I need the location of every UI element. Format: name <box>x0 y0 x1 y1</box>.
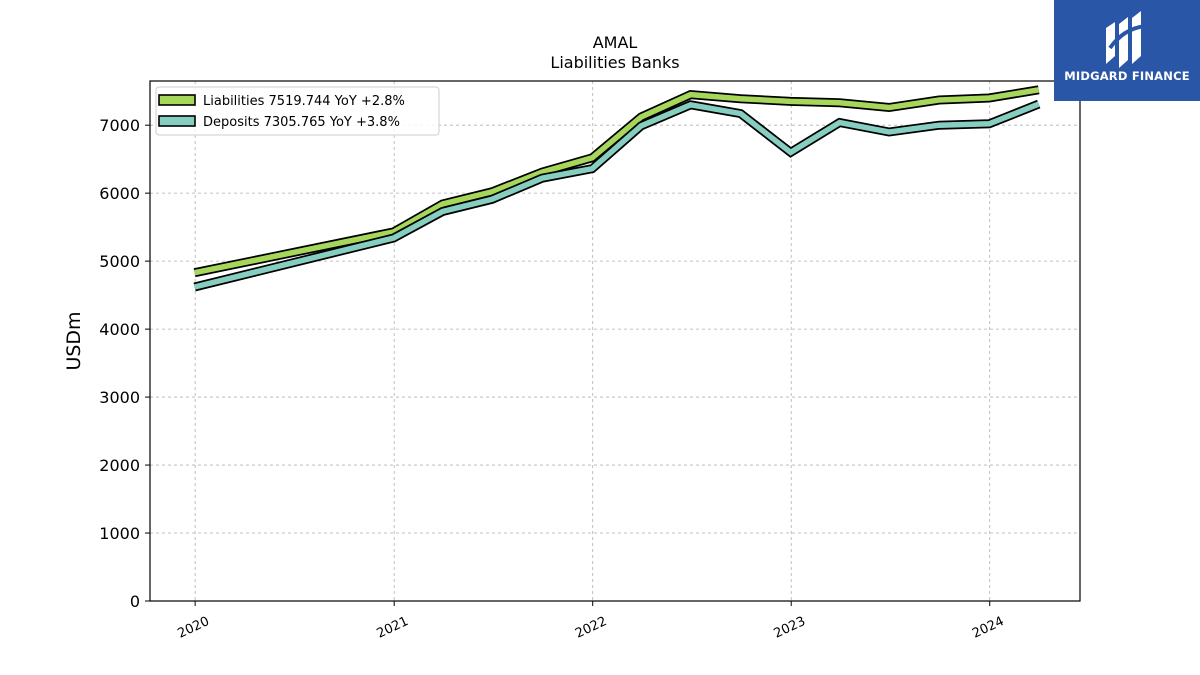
y-tick-label: 3000 <box>99 388 140 407</box>
y-tick-label: 1000 <box>99 524 140 543</box>
y-tick-label: 5000 <box>99 252 140 271</box>
legend-swatch <box>158 94 196 106</box>
x-tick-label: 2020 <box>175 614 211 642</box>
series-liabilities <box>193 85 1040 278</box>
x-axis-ticks: 2020 2021 2022 2023 2024 <box>175 601 1006 642</box>
legend-entry: Liabilities 7519.744 YoY +2.8% <box>203 94 405 109</box>
series-line <box>194 87 1040 276</box>
y-tick-label: 2000 <box>99 456 140 475</box>
y-tick-label: 7000 <box>99 116 140 135</box>
y-axis-label: USDm <box>63 311 85 370</box>
x-tick-label: 2021 <box>375 614 411 642</box>
y-axis-ticks: 0 1000 2000 3000 4000 5000 6000 7000 <box>99 116 150 611</box>
y-tick-label: 0 <box>130 592 140 611</box>
legend-swatch <box>158 115 196 127</box>
brand-logo: MIDGARD FINANCE <box>1054 0 1200 101</box>
chart-subtitle: Liabilities Banks <box>550 53 679 72</box>
plot-frame <box>149 80 1081 602</box>
x-tick-label: 2023 <box>772 614 808 642</box>
series-layer <box>193 85 1041 292</box>
y-tick-label: 6000 <box>99 184 140 203</box>
legend-entry: Deposits 7305.765 YoY +3.8% <box>203 115 400 130</box>
chart-title: AMAL <box>593 33 638 52</box>
midgard-finance-logo-icon <box>1106 11 1147 68</box>
grid-lines <box>150 81 1080 602</box>
brand-name: MIDGARD FINANCE <box>1064 69 1190 83</box>
legend: Liabilities 7519.744 YoY +2.8% Deposits 7… <box>155 86 440 136</box>
y-tick-label: 4000 <box>99 320 140 339</box>
x-tick-label: 2022 <box>573 614 609 642</box>
series-deposits <box>193 99 1041 292</box>
x-tick-label: 2024 <box>970 614 1006 642</box>
series-line <box>193 101 1040 290</box>
legend-box <box>155 86 440 136</box>
